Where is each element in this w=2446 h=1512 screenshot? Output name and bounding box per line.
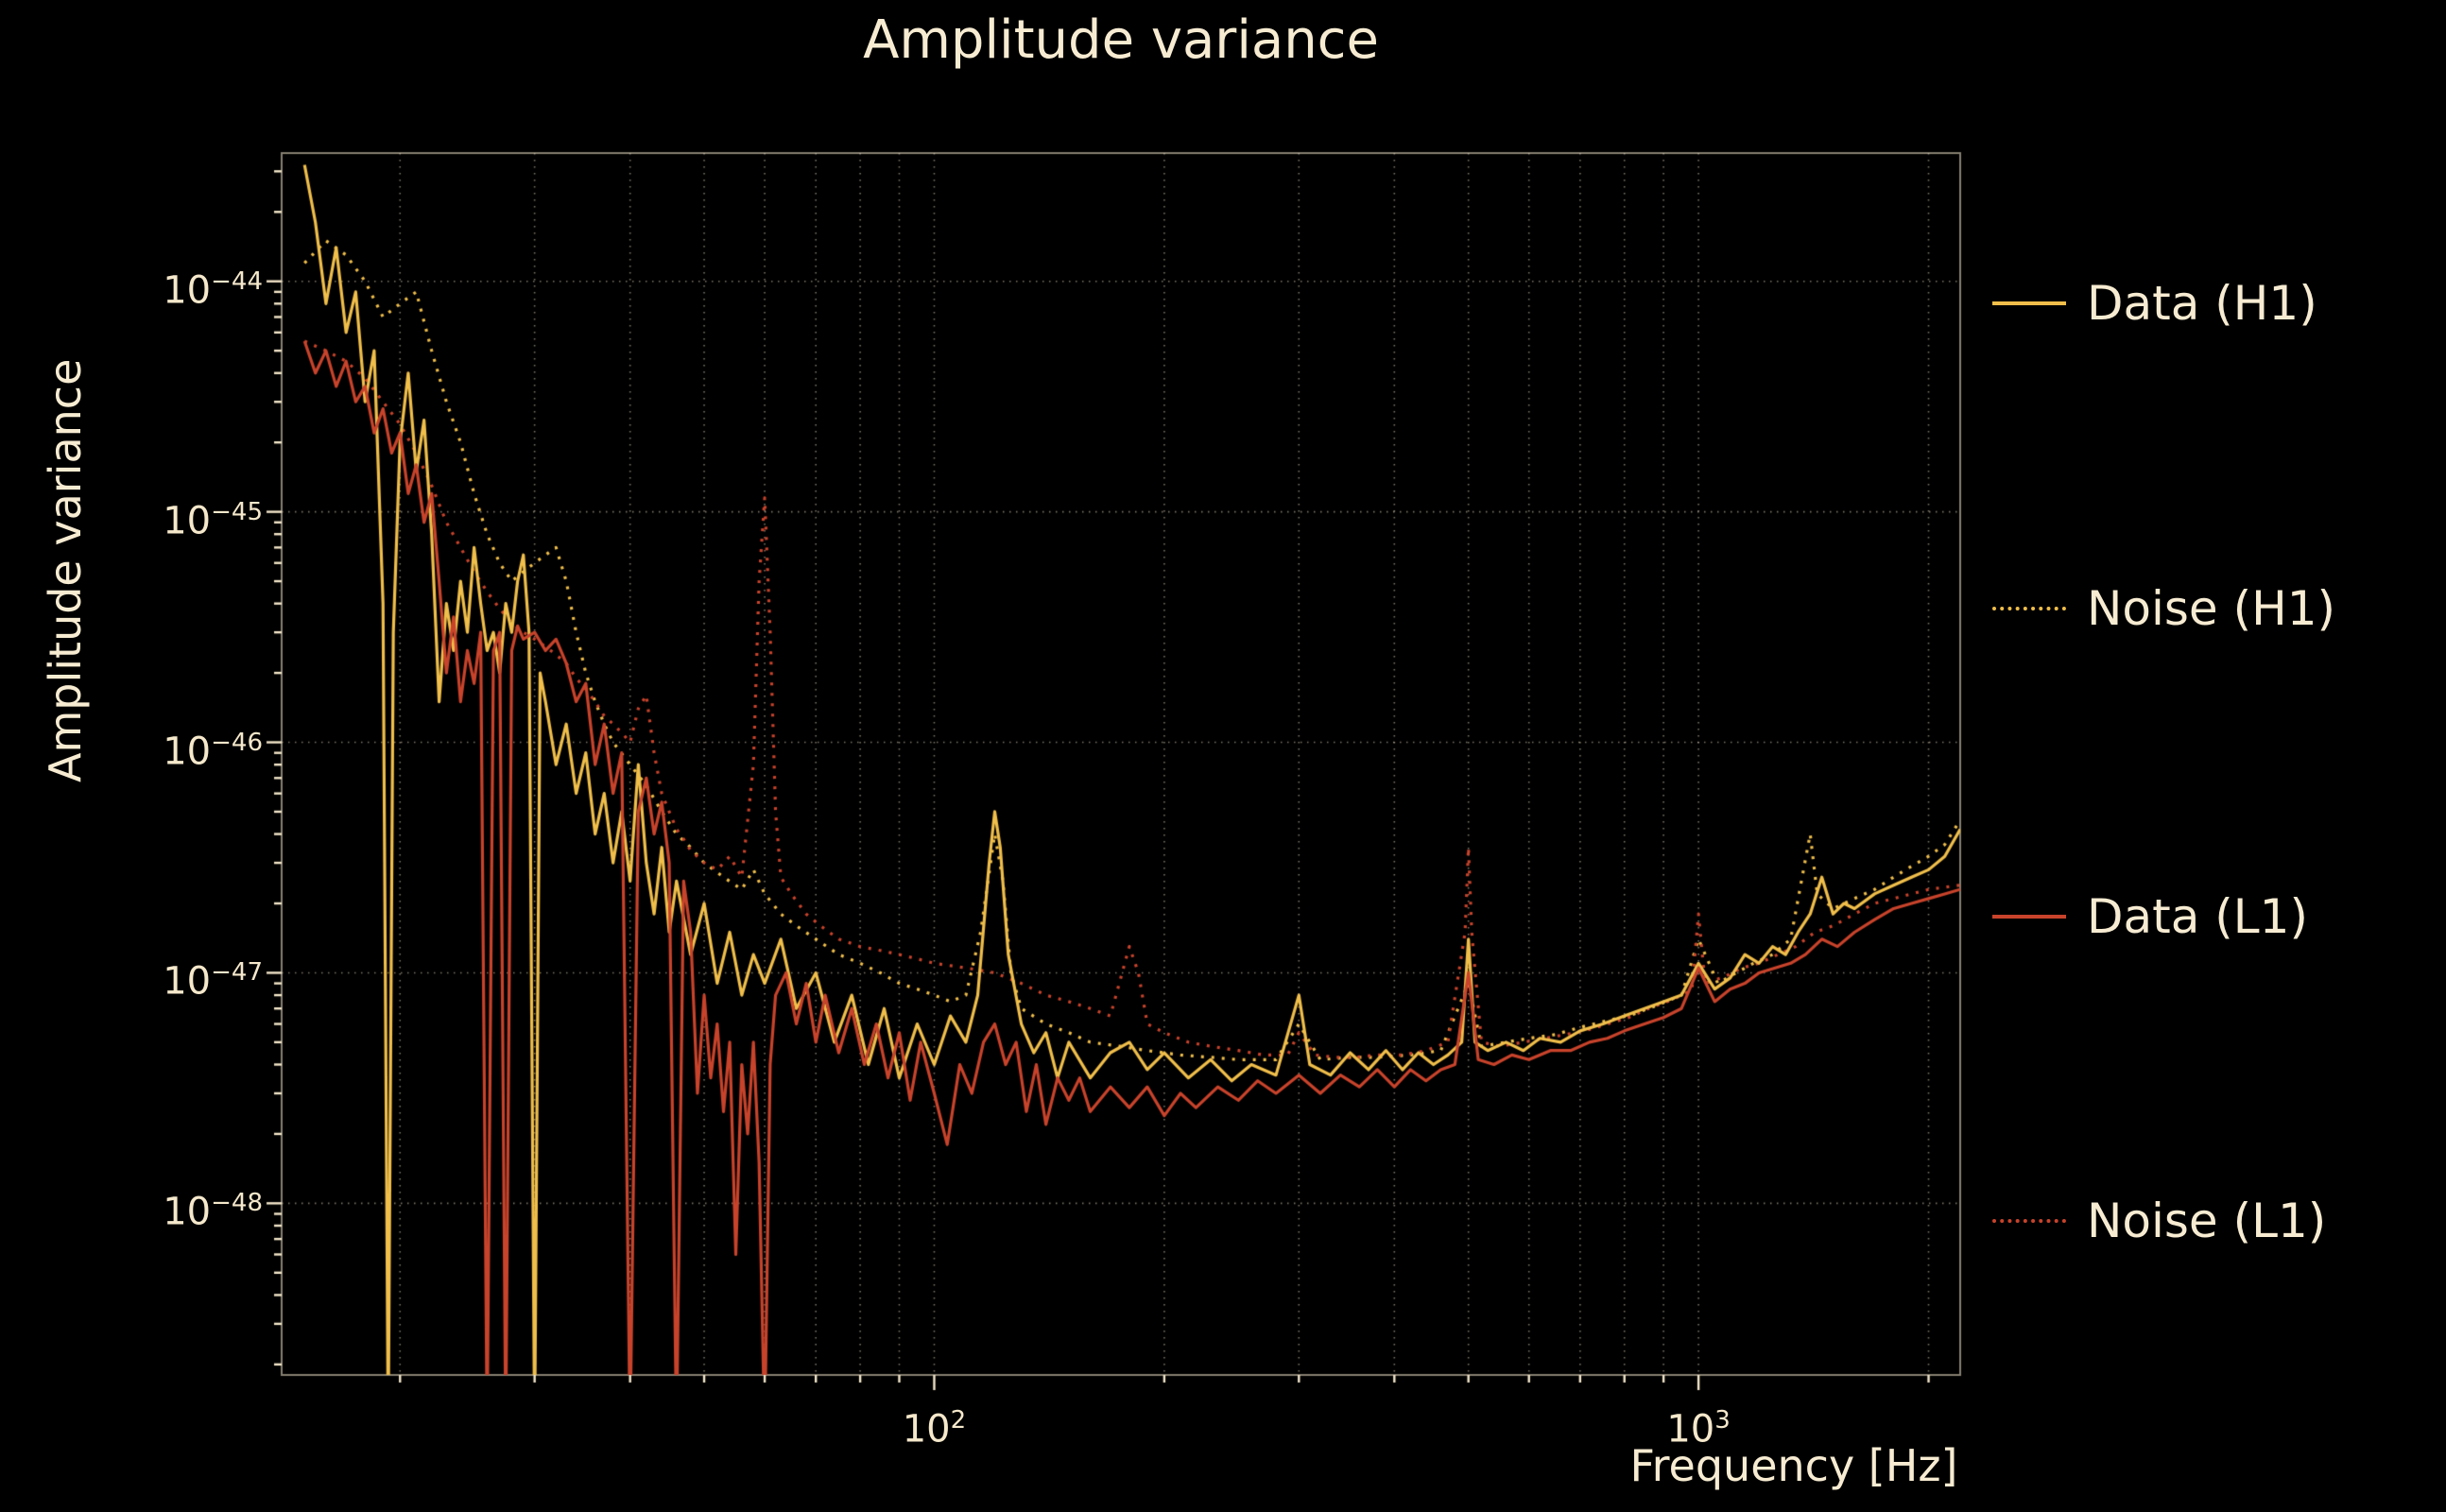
legend-item-noise-h1: Noise (H1) (1992, 580, 2335, 637)
legend-item-data-h1: Data (H1) (1992, 275, 2317, 332)
legend-item-noise-l1: Noise (L1) (1992, 1193, 2326, 1249)
legend-label: Data (H1) (2087, 276, 2317, 331)
solid-line-sample-l1 (1992, 915, 2066, 919)
legend: Data (H1) Noise (H1) Data (L1) Noise (L1… (1985, 0, 2446, 1512)
solid-line-sample-h1 (1992, 301, 2066, 305)
legend-label: Noise (L1) (2087, 1194, 2327, 1248)
legend-label: Noise (H1) (2087, 581, 2336, 636)
legend-label: Data (L1) (2087, 889, 2308, 944)
dotted-line-sample-h1 (1992, 607, 2066, 610)
legend-item-data-l1: Data (L1) (1992, 888, 2308, 945)
dotted-line-sample-l1 (1992, 1219, 2066, 1223)
